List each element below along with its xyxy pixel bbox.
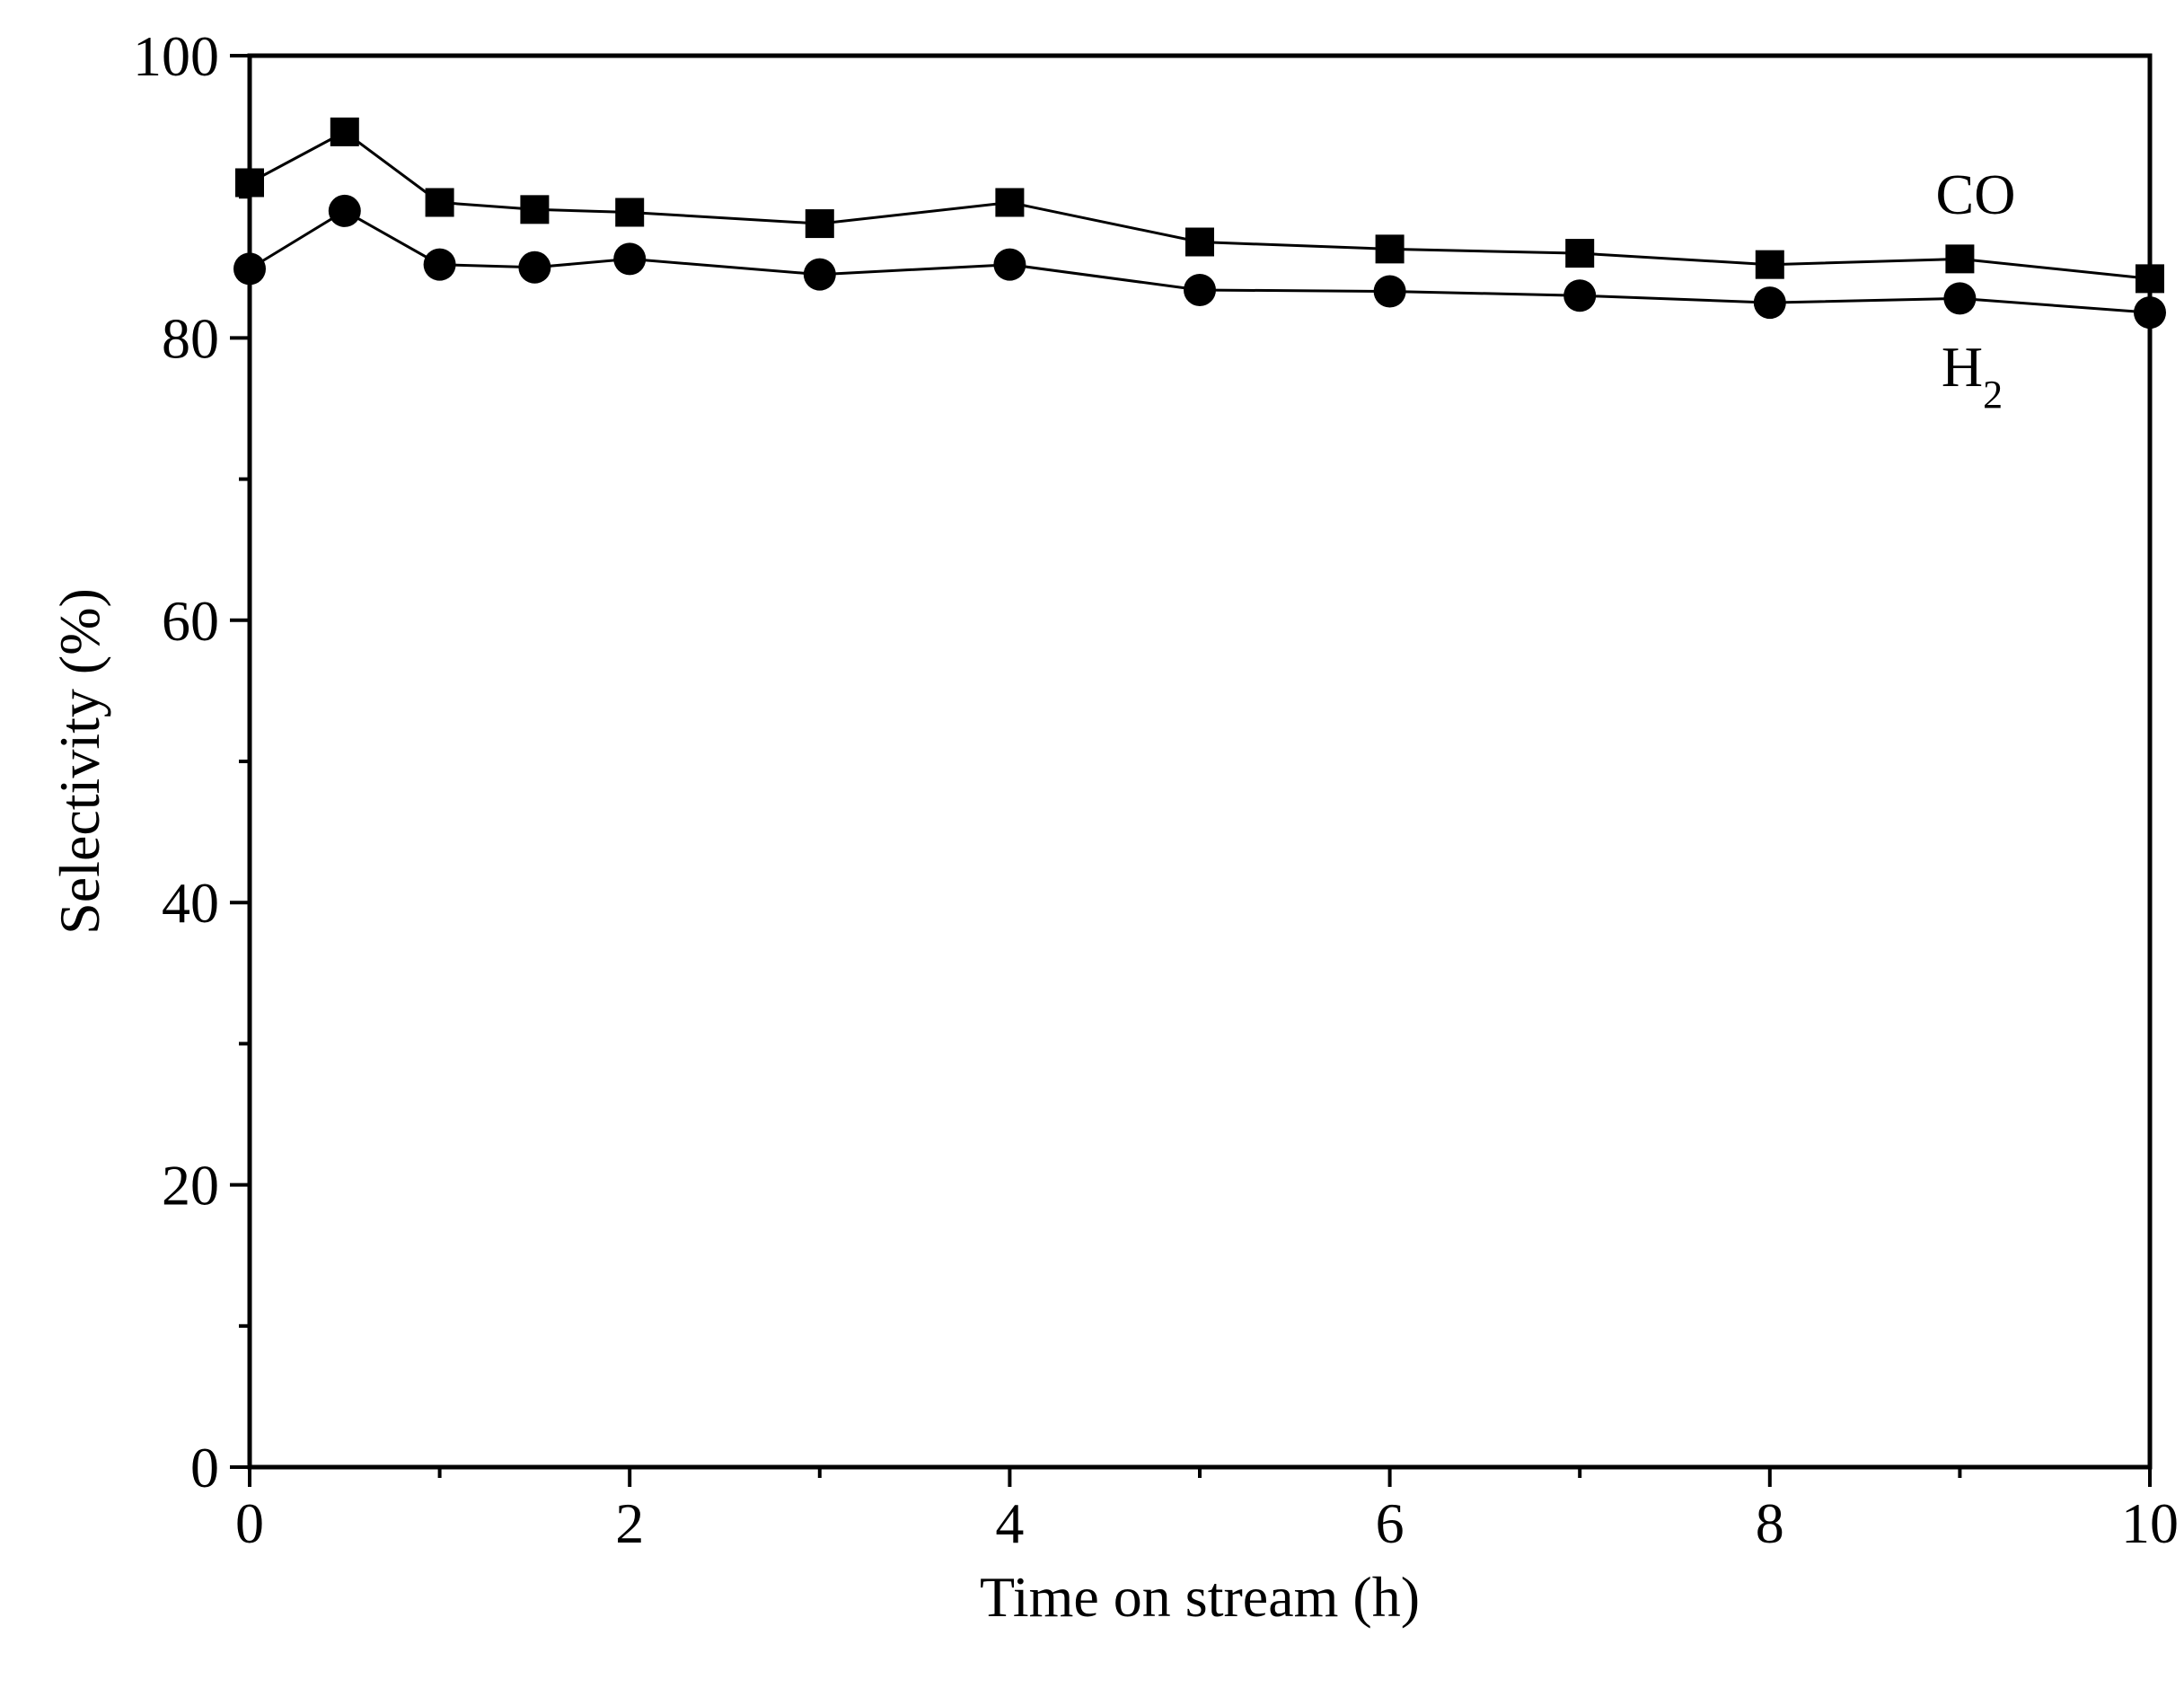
y-tick-label: 40 bbox=[162, 871, 219, 935]
series-label-h2-main: H bbox=[1942, 335, 1983, 399]
data-point-h2 bbox=[993, 248, 1026, 281]
data-point-h2 bbox=[1184, 273, 1216, 306]
x-tick-label: 6 bbox=[1376, 1491, 1405, 1555]
data-point-h2 bbox=[1563, 279, 1597, 312]
data-point-h2 bbox=[1943, 282, 1977, 315]
series-label-h2-subscript: 2 bbox=[1983, 373, 2003, 417]
data-point-h2 bbox=[328, 194, 361, 227]
y-axis-title: Selectivity (%) bbox=[48, 588, 111, 935]
data-point-co bbox=[805, 209, 834, 239]
y-tick-label: 80 bbox=[162, 306, 219, 370]
data-point-co bbox=[1565, 239, 1595, 268]
series-label-co: CO bbox=[1936, 163, 2016, 226]
data-point-co bbox=[330, 117, 359, 146]
data-point-co bbox=[1375, 234, 1405, 264]
data-point-co bbox=[995, 188, 1025, 217]
x-tick-label: 10 bbox=[2121, 1491, 2179, 1555]
data-point-h2 bbox=[803, 258, 836, 291]
x-tick-label: 0 bbox=[235, 1491, 264, 1555]
data-point-co bbox=[1185, 227, 1214, 257]
label-layer: Time on stream (h) Selectivity (%) CO H2 bbox=[48, 163, 2015, 1629]
data-point-co bbox=[425, 188, 454, 217]
data-point-h2 bbox=[1753, 286, 1786, 320]
data-point-h2 bbox=[518, 251, 551, 284]
data-point-co bbox=[1945, 244, 1975, 274]
y-tick-label: 0 bbox=[190, 1436, 219, 1499]
y-tick-label: 20 bbox=[162, 1154, 219, 1218]
data-point-h2 bbox=[423, 248, 456, 281]
data-point-h2 bbox=[1373, 275, 1406, 308]
series-label-h2: H2 bbox=[1942, 335, 2003, 417]
data-point-h2 bbox=[613, 242, 647, 276]
y-tick-label: 60 bbox=[162, 589, 219, 653]
y-tick-label: 100 bbox=[133, 24, 219, 88]
data-point-co bbox=[1755, 250, 1784, 279]
x-tick-label: 8 bbox=[1756, 1491, 1784, 1555]
x-axis-title: Time on stream (h) bbox=[980, 1565, 1420, 1629]
data-point-co bbox=[615, 198, 645, 227]
series-layer bbox=[233, 117, 2166, 330]
x-tick-label: 2 bbox=[615, 1491, 644, 1555]
x-tick-label: 4 bbox=[995, 1491, 1024, 1555]
data-point-co bbox=[520, 195, 550, 224]
